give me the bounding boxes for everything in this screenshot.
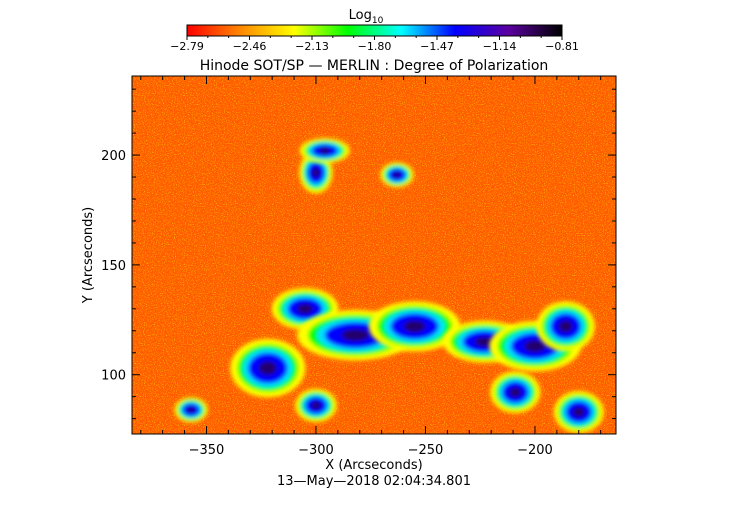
polarization-map-texture-yellow <box>132 76 616 434</box>
polarization-region <box>380 162 414 188</box>
polarization-region-layer <box>187 406 196 413</box>
y-axis-ticks: 100 150 200 <box>101 88 616 420</box>
colorbar-tick-label: −1.47 <box>420 40 454 53</box>
polarization-region <box>368 301 461 352</box>
chart-title: Hinode SOT/SP — MERLIN : Degree of Polar… <box>200 58 549 74</box>
polarization-region <box>299 138 350 164</box>
colorbar-tick-label: −1.14 <box>483 40 517 53</box>
x-tick-label: −300 <box>298 443 334 458</box>
plot-area: −350 −300 −250 −200 100 150 200 <box>101 75 617 458</box>
polarization-region-layer <box>318 147 331 154</box>
y-tick-label: 200 <box>101 149 126 164</box>
x-tick-label: −350 <box>189 443 225 458</box>
polarization-region <box>230 338 306 398</box>
colorbar-tick-label: −0.81 <box>545 40 579 53</box>
polarization-region <box>490 371 541 414</box>
polarization-region-layer <box>524 340 546 353</box>
polarization-region-layer <box>258 361 277 376</box>
colorbar-label-subscript: 10 <box>372 16 384 26</box>
colorbar-tick-label: −2.79 <box>170 40 204 53</box>
y-tick-label: 150 <box>101 259 126 274</box>
colorbar: Log10 −2.79 −2.46 −2.13 −1.80 −1.47 −1.14 −0.8… <box>170 8 579 53</box>
polarization-region-layer <box>572 407 585 417</box>
polarization-region <box>553 391 604 433</box>
polarization-region <box>174 397 208 423</box>
polarization-region-layer <box>509 387 522 398</box>
x-axis-ticks: −350 −300 −250 −200 <box>140 76 602 458</box>
x-axis-label: X (Arcseconds) <box>325 458 422 473</box>
polarization-region-layer <box>312 167 320 178</box>
colorbar-bar <box>186 24 563 37</box>
plot-frame <box>131 75 617 435</box>
colorbar-tick-label: −2.13 <box>295 40 329 53</box>
colorbar-tick-label: −2.46 <box>233 40 267 53</box>
polarization-region-layer <box>341 329 370 342</box>
colorbar-label: Log10 <box>349 8 384 26</box>
timestamp: 13—May—2018 02:04:34.801 <box>277 474 471 489</box>
polarization-regions <box>174 138 604 433</box>
colorbar-ticks: −2.79 −2.46 −2.13 −1.80 −1.47 −1.14 −0.81 <box>170 36 579 53</box>
x-tick-label: −200 <box>517 443 553 458</box>
x-tick-label: −250 <box>408 443 444 458</box>
colorbar-tick-label: −1.80 <box>358 40 392 53</box>
y-axis-label: Y (Arcseconds) <box>81 207 96 304</box>
polarization-region-layer <box>297 303 313 314</box>
polarization-region <box>536 301 595 352</box>
polarization-region-layer <box>403 320 426 333</box>
y-tick-label: 100 <box>101 369 126 384</box>
polarization-region-layer <box>311 401 321 410</box>
polarization-region-layer <box>558 320 573 333</box>
polarization-region <box>295 388 337 423</box>
polarization-region-layer <box>393 171 401 178</box>
